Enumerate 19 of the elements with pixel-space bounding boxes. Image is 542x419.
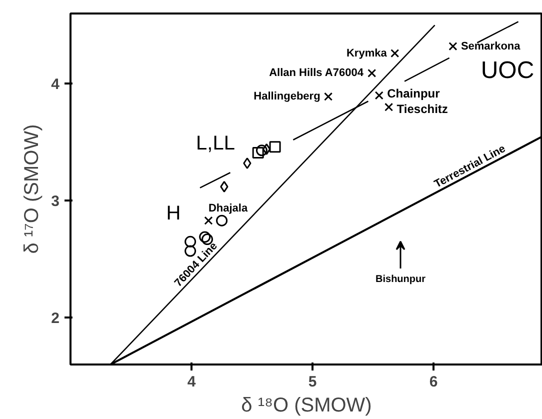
x-tick-label: 5 bbox=[308, 374, 317, 390]
annotation: Allan Hills A76004 bbox=[269, 67, 364, 80]
annotation: Tieschitz bbox=[396, 102, 448, 116]
y-tick-label: 4 bbox=[51, 76, 60, 94]
annotation: Dhajala bbox=[208, 202, 248, 215]
x-tick-label: 4 bbox=[187, 374, 196, 390]
annotation: Semarkona bbox=[460, 40, 522, 52]
y-tick-label: 2 bbox=[51, 310, 60, 328]
annotation: L,LL bbox=[196, 132, 235, 154]
annotation: Chainpur bbox=[387, 86, 440, 100]
annotation: H bbox=[166, 202, 181, 224]
x-tick-label: 6 bbox=[429, 374, 438, 390]
y-axis-title: δ ¹⁷O (SMOW) bbox=[21, 124, 44, 254]
annotation: Hallingeberg bbox=[254, 90, 320, 103]
annotation: Bishunpur bbox=[376, 274, 426, 285]
x-axis-title: δ ¹⁸O (SMOW) bbox=[241, 394, 372, 416]
annotation: UOC bbox=[480, 57, 534, 84]
y-tick-label: 3 bbox=[51, 193, 60, 210]
annotation: Krymka bbox=[346, 47, 388, 60]
